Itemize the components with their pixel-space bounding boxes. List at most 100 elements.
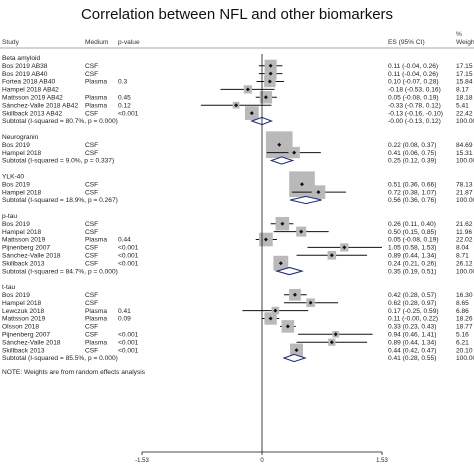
subtotal-label: Subtotal (I-squared = 9.0%, p = 0.337) bbox=[2, 158, 114, 165]
study-name: Hampel 2018 bbox=[2, 300, 42, 307]
subtotal-diamond bbox=[274, 266, 304, 276]
point-estimate bbox=[249, 111, 254, 116]
study-medium: CSF bbox=[85, 110, 98, 117]
study-medium: CSF bbox=[85, 292, 98, 299]
x-tick-label: 0 bbox=[260, 458, 264, 464]
study-medium: CSF bbox=[85, 260, 98, 267]
study-es-ci: 0.17 (-0.25, 0.59) bbox=[388, 308, 439, 315]
point-estimate bbox=[308, 300, 313, 305]
point-estimate bbox=[267, 79, 272, 84]
study-weight: 11.96 bbox=[456, 229, 472, 236]
group-label: YLK-40 bbox=[2, 174, 24, 181]
point-estimate bbox=[263, 237, 268, 242]
study-weight: 21.62 bbox=[456, 221, 473, 228]
study-weight: 15.84 bbox=[456, 79, 473, 86]
point-estimate bbox=[299, 229, 304, 234]
study-medium: Plasma bbox=[85, 339, 107, 346]
study-name: Hampel 2018 AB42 bbox=[2, 87, 59, 94]
study-name: Lewczuk 2018 bbox=[2, 308, 44, 315]
point-estimate bbox=[329, 340, 334, 345]
study-es-ci: 0.72 (0.38, 1.07) bbox=[388, 189, 436, 196]
header-weight: Weight bbox=[456, 39, 474, 46]
study-es-ci: -0.33 (-0.78, 0.12) bbox=[388, 102, 441, 109]
study-pvalue: <0.001 bbox=[118, 245, 139, 252]
study-weight: 17.15 bbox=[456, 63, 473, 70]
study-pvalue: <0.001 bbox=[118, 110, 139, 117]
study-pvalue: <0.001 bbox=[118, 260, 139, 267]
header-es: ES (95% CI) bbox=[388, 39, 425, 46]
group-label: t-tau bbox=[2, 284, 16, 291]
study-pvalue: <0.001 bbox=[118, 347, 139, 354]
study-es-ci: 0.51 (0.36, 0.66) bbox=[388, 181, 436, 188]
study-weight: 21.87 bbox=[456, 189, 473, 196]
point-estimate bbox=[268, 316, 273, 321]
study-name: Pijnenberg 2007 bbox=[2, 245, 50, 252]
study-es-ci: 0.05 (-0.08, 0.19) bbox=[388, 237, 439, 244]
study-es-ci: 0.33 (0.23, 0.43) bbox=[388, 324, 436, 331]
chart-title: Correlation between NFL and other biomar… bbox=[80, 6, 394, 23]
subtotal-weight: 100.00 bbox=[456, 118, 474, 125]
point-estimate bbox=[285, 324, 290, 329]
subtotal-weight: 100.00 bbox=[456, 158, 474, 165]
subtotal-weight: 100.00 bbox=[456, 268, 474, 275]
study-es-ci: 0.94 (0.46, 1.41) bbox=[388, 332, 436, 339]
point-estimate bbox=[292, 292, 297, 297]
study-medium: CSF bbox=[85, 324, 98, 331]
study-es-ci: -0.13 (-0.16, -0.10) bbox=[388, 110, 443, 117]
study-name: Hampel 2018 bbox=[2, 229, 42, 236]
point-estimate bbox=[263, 95, 268, 100]
study-name: Mattsson 2019 bbox=[2, 237, 46, 244]
study-medium: Plasma bbox=[85, 102, 107, 109]
study-name: Mattsson 2019 bbox=[2, 316, 46, 323]
point-estimate bbox=[278, 261, 283, 266]
study-es-ci: 0.22 (0.08, 0.37) bbox=[388, 142, 436, 149]
study-name: Bos 2019 AB38 bbox=[2, 63, 48, 70]
study-medium: CSF bbox=[85, 221, 98, 228]
study-name: Mattsson 2019 AB42 bbox=[2, 95, 63, 102]
study-name: Hampel 2018 bbox=[2, 150, 42, 157]
subtotal-label: Subtotal (I-squared = 18.9%, p = 0.267) bbox=[2, 197, 118, 204]
study-medium: CSF bbox=[85, 245, 98, 252]
study-medium: CSF bbox=[85, 150, 98, 157]
study-weight: 6.21 bbox=[456, 339, 469, 346]
study-name: Sánchez-Valle 2018 AB42 bbox=[2, 102, 78, 109]
study-es-ci: 0.89 (0.44, 1.34) bbox=[388, 339, 436, 346]
study-weight: 8.71 bbox=[456, 253, 469, 260]
study-medium: Plasma bbox=[85, 79, 107, 86]
study-name: Skillback 2013 bbox=[2, 260, 45, 267]
study-es-ci: 0.41 (0.06, 0.75) bbox=[388, 150, 436, 157]
study-weight: 22.02 bbox=[456, 237, 473, 244]
x-tick-label: -1.53 bbox=[135, 458, 149, 464]
point-estimate bbox=[333, 332, 338, 337]
study-name: Olsson 2018 bbox=[2, 324, 39, 331]
study-name: Pijnenberg 2007 bbox=[2, 332, 50, 339]
study-medium: CSF bbox=[85, 71, 98, 78]
study-es-ci: 0.50 (0.15, 0.85) bbox=[388, 229, 436, 236]
point-estimate bbox=[342, 245, 347, 250]
point-estimate bbox=[234, 103, 239, 108]
x-tick-label: 1.53 bbox=[376, 458, 388, 464]
point-estimate bbox=[245, 87, 250, 92]
study-pvalue: 0.12 bbox=[118, 102, 131, 109]
study-weight: 8.04 bbox=[456, 245, 469, 252]
study-medium: Plasma bbox=[85, 237, 107, 244]
point-estimate bbox=[268, 71, 273, 76]
study-weight: 17.15 bbox=[456, 71, 473, 78]
study-es-ci: 0.05 (-0.08, 0.19) bbox=[388, 95, 439, 102]
study-name: Bos 2019 bbox=[2, 142, 30, 149]
study-medium: CSF bbox=[85, 347, 98, 354]
subtotal-weight: 100.00 bbox=[456, 355, 474, 362]
footnote: NOTE: Weights are from random effects an… bbox=[2, 369, 146, 376]
study-medium: CSF bbox=[85, 63, 98, 70]
subtotal-es-ci: 0.25 (0.12, 0.39) bbox=[388, 158, 436, 165]
study-weight: 18.77 bbox=[456, 324, 473, 331]
study-es-ci: 0.26 (0.11, 0.40) bbox=[388, 221, 436, 228]
study-medium: CSF bbox=[85, 142, 98, 149]
study-name: Bos 2019 bbox=[2, 292, 30, 299]
subtotal-es-ci: -0.00 (-0.13, 0.12) bbox=[388, 118, 441, 125]
study-medium: CSF bbox=[85, 229, 98, 236]
study-name: Bos 2019 AB40 bbox=[2, 71, 48, 78]
study-weight: 84.69 bbox=[456, 142, 473, 149]
study-es-ci: 0.42 (0.28, 0.57) bbox=[388, 292, 436, 299]
